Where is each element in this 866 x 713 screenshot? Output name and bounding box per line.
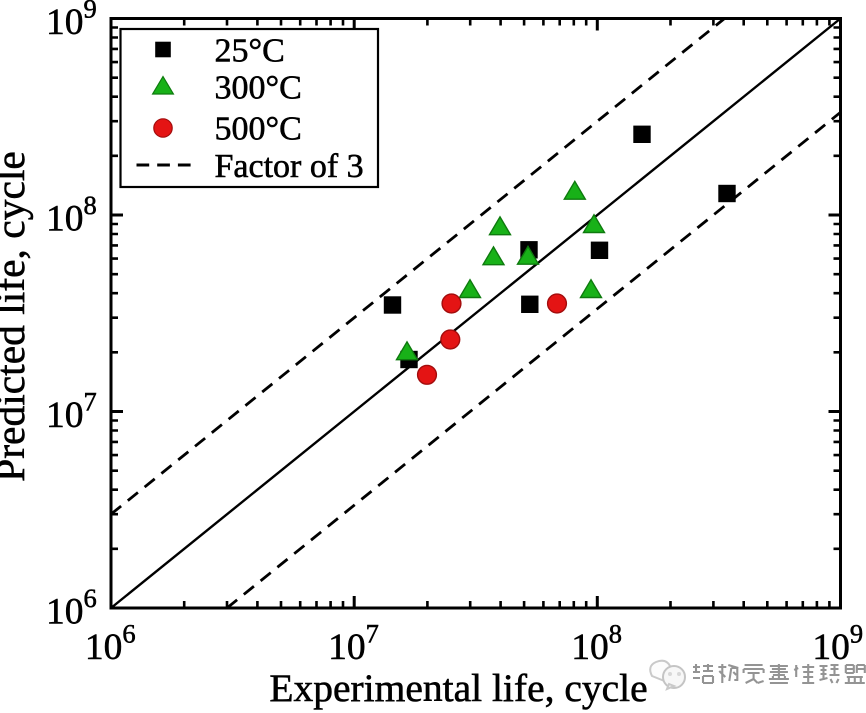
svg-text:Predicted life, cycle: Predicted life, cycle (0, 151, 33, 482)
svg-text:25°C: 25°C (215, 33, 285, 70)
svg-text:500°C: 500°C (215, 111, 302, 148)
svg-text:107: 107 (46, 387, 97, 437)
svg-text:Factor of 3: Factor of 3 (215, 148, 364, 185)
svg-text:108: 108 (46, 190, 97, 240)
svg-text:Experimental life, cycle: Experimental life, cycle (269, 666, 647, 710)
svg-text:300°C: 300°C (215, 70, 302, 107)
